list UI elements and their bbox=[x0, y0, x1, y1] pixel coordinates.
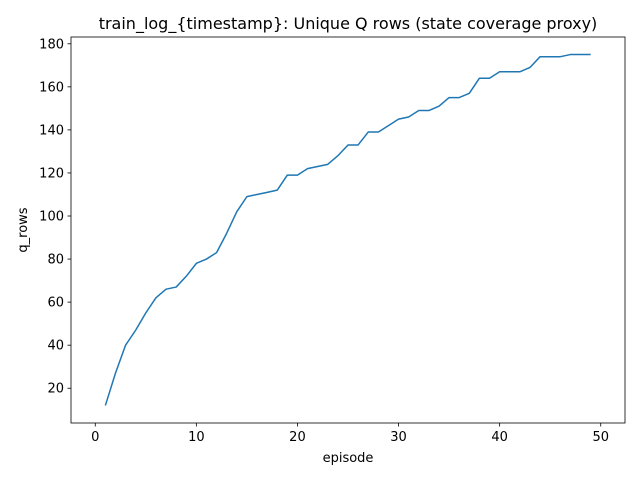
y-axis-label: q_rows bbox=[16, 207, 31, 252]
plot-area: 0 10 20 30 40 50 20 40 60 80 100 120 140 160 180 bbox=[39, 36, 626, 445]
y-tick-label: 100 bbox=[39, 210, 64, 225]
axes-frame bbox=[70, 36, 626, 424]
y-tick-label: 60 bbox=[47, 296, 64, 311]
y-tick-label: 20 bbox=[47, 382, 64, 397]
chart-title: train_log_{timestamp}: Unique Q rows (st… bbox=[99, 14, 598, 34]
x-tick-label: 0 bbox=[91, 430, 99, 445]
y-tick-label: 180 bbox=[39, 37, 64, 52]
x-tick-label: 50 bbox=[592, 430, 609, 445]
y-tick-label: 140 bbox=[39, 123, 64, 138]
x-tick-label: 20 bbox=[289, 430, 306, 445]
x-tick-label: 10 bbox=[188, 430, 205, 445]
x-tick-label: 30 bbox=[390, 430, 407, 445]
x-axis-label: episode bbox=[323, 451, 374, 466]
y-tick-label: 40 bbox=[47, 339, 64, 354]
series-line-0 bbox=[104, 53, 591, 406]
x-tick-label: 40 bbox=[491, 430, 508, 445]
y-tick-label: 160 bbox=[39, 80, 64, 95]
y-tick-label: 80 bbox=[47, 253, 64, 268]
y-tick-label: 120 bbox=[39, 166, 64, 181]
